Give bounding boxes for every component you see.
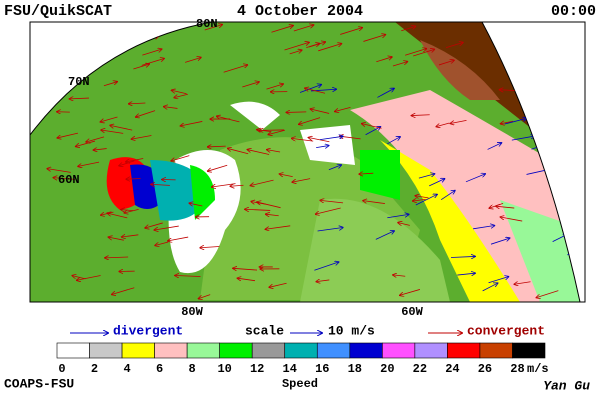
wind-arrow bbox=[544, 106, 565, 110]
footer-right: Yan Gu bbox=[543, 378, 590, 393]
wind-arrow bbox=[286, 112, 306, 113]
color-box bbox=[252, 343, 285, 358]
legend-divergent: divergent bbox=[113, 323, 183, 338]
colorbar-tick-label: 14 bbox=[283, 362, 297, 376]
colorbar-tick-label: 16 bbox=[315, 362, 329, 376]
color-box bbox=[350, 343, 383, 358]
colorbar-tick-label: 12 bbox=[250, 362, 264, 376]
lat-label: 80N bbox=[196, 17, 218, 31]
color-box bbox=[480, 343, 513, 358]
wind-arrow bbox=[567, 248, 591, 254]
colorbar-tick-label: 18 bbox=[348, 362, 362, 376]
colorbar-label: Speed bbox=[282, 377, 318, 391]
wind-arrow bbox=[565, 146, 583, 151]
footer-left: COAPS-FSU bbox=[4, 376, 74, 391]
header-center: 4 October 2004 bbox=[237, 3, 363, 20]
lat-label: 60N bbox=[58, 173, 80, 187]
color-box bbox=[187, 343, 220, 358]
legend-scale: scale bbox=[245, 323, 284, 338]
colorbar-tick-label: 0 bbox=[58, 362, 65, 376]
color-box bbox=[155, 343, 188, 358]
wind-arrow bbox=[144, 24, 164, 30]
wind-arrow bbox=[107, 24, 125, 30]
wind-arrow bbox=[72, 64, 93, 70]
legend-scale-value: 10 m/s bbox=[328, 323, 375, 338]
color-box bbox=[220, 343, 253, 358]
color-box bbox=[415, 343, 448, 358]
color-box bbox=[317, 343, 350, 358]
colorbar-tick-label: 6 bbox=[156, 362, 163, 376]
header-right: 00:00 bbox=[551, 3, 596, 20]
wind-arrow bbox=[509, 48, 521, 52]
wind-arrow bbox=[76, 57, 97, 64]
lon-label: 80W bbox=[181, 305, 203, 319]
lon-label: 60W bbox=[401, 305, 423, 319]
colorbar-tick-label: 26 bbox=[478, 362, 492, 376]
colorbar-tick-label: 2 bbox=[91, 362, 98, 376]
colorbar-unit: m/s bbox=[527, 362, 549, 376]
lat-label: 70N bbox=[68, 75, 90, 89]
wind-arrow bbox=[45, 86, 62, 90]
color-box bbox=[382, 343, 415, 358]
colorbar-tick-label: 4 bbox=[123, 362, 130, 376]
color-box bbox=[90, 343, 123, 358]
wind-arrow bbox=[494, 32, 513, 38]
wind-arrow bbox=[67, 60, 83, 65]
legend-convergent: convergent bbox=[467, 323, 545, 338]
colorbar-tick-label: 22 bbox=[413, 362, 427, 376]
colorbar-tick-label: 24 bbox=[445, 362, 459, 376]
color-box bbox=[512, 343, 545, 358]
color-box bbox=[447, 343, 480, 358]
colorbar-tick-label: 20 bbox=[380, 362, 394, 376]
color-box bbox=[122, 343, 155, 358]
wind-arrow bbox=[128, 27, 149, 34]
colorbar-tick-label: 28 bbox=[510, 362, 524, 376]
header-left: FSU/QuikSCAT bbox=[4, 3, 112, 20]
color-box bbox=[285, 343, 318, 358]
color-box bbox=[57, 343, 90, 358]
wind-arrow bbox=[566, 55, 584, 60]
map bbox=[30, 22, 585, 302]
colorbar-tick-label: 10 bbox=[217, 362, 231, 376]
colorbar-tick-label: 8 bbox=[189, 362, 196, 376]
wind-arrow bbox=[145, 24, 168, 31]
